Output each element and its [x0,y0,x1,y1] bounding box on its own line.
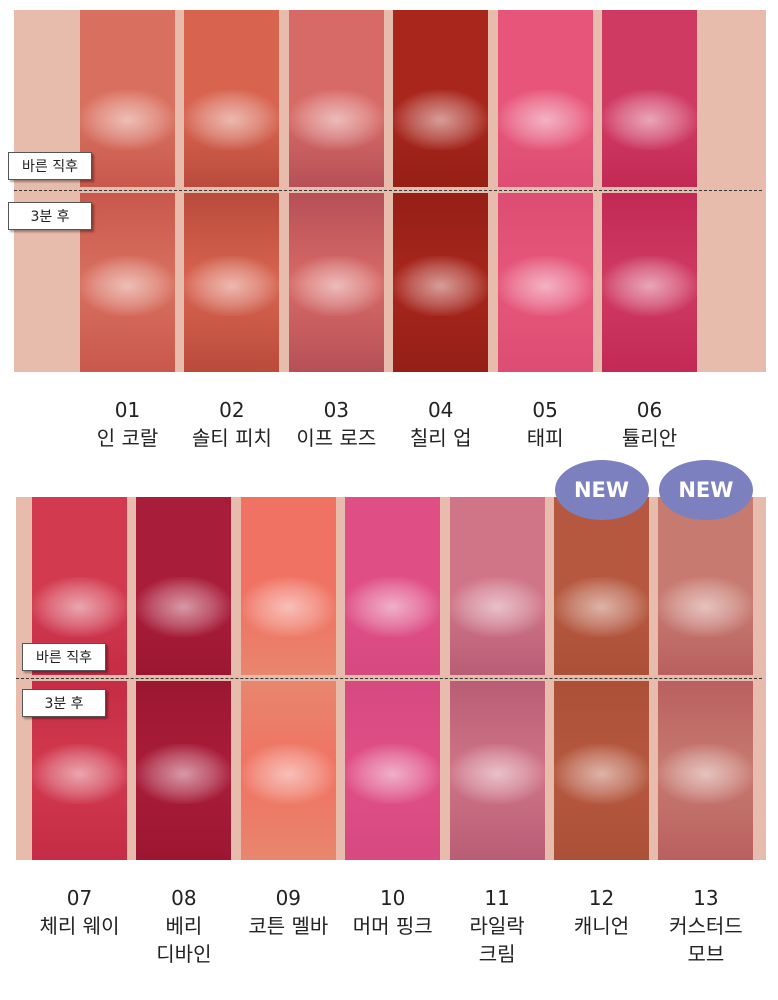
swatch-before [602,10,697,187]
shade-number: 03 [323,398,350,422]
shade-name: 칠리 업 [409,426,472,450]
divider [14,190,762,191]
shade-name: 코튼 멜바 [248,914,329,938]
shade-name: 모브 [687,942,725,966]
shade-name: 머머 핑크 [352,914,433,938]
shade-name: 인 코랄 [96,426,159,450]
label-after: 3분 후 [22,689,106,717]
swatch-after [288,193,384,372]
label-before: 바른 직후 [22,643,106,671]
label-after: 3분 후 [8,202,92,230]
shade-name: 캐니언 [573,914,630,938]
swatch-after [393,193,489,372]
divider [16,678,762,679]
shade-name: 솔티 피치 [191,426,272,450]
shade-name: 이프 로즈 [296,426,377,450]
swatch-before [554,497,649,675]
new-badge: NEW [554,460,649,520]
swatch-before [497,10,593,187]
swatch-after [449,681,545,860]
swatch-after [240,681,336,860]
swatch-before [345,497,441,675]
swatch-after [497,193,593,372]
label-before: 바른 직후 [8,152,92,180]
shade-number: 01 [114,398,141,422]
swatch-before [393,10,489,187]
swatch-after [658,681,754,860]
swatch-after [184,193,280,372]
swatch-after [80,193,175,372]
swatch-after [554,681,649,860]
shade-number: 06 [636,398,663,422]
shade-number: 11 [484,886,510,910]
swatch-after [602,193,697,372]
shade-name: 베리 [165,914,203,938]
swatch-before [240,497,336,675]
swatch-before [658,497,754,675]
shade-number: 05 [532,398,558,422]
swatch-after [136,681,232,860]
shade-number: 10 [379,886,406,910]
shade-number: 09 [275,886,302,910]
shade-number: 07 [66,886,93,910]
shade-name: 커스터드 [669,914,743,938]
shade-number: 04 [427,398,454,422]
shade-name: 태피 [526,426,564,450]
swatch-before [136,497,232,675]
swatch-before [449,497,545,675]
shade-name: 디바인 [156,942,212,966]
swatch-after [345,681,441,860]
swatch-before [184,10,280,187]
shade-name: 튤리안 [621,426,678,450]
shade-number: 08 [171,886,197,910]
swatch-before [80,10,175,187]
shade-name: 라일락 [469,914,525,938]
shade-name: 체리 웨이 [39,914,120,938]
shade-number: 13 [693,886,719,910]
swatch-before [288,10,384,187]
shade-number: 02 [219,398,245,422]
shade-name: 크림 [478,942,516,966]
new-badge: NEW [658,460,753,520]
shade-number: 12 [588,886,615,910]
